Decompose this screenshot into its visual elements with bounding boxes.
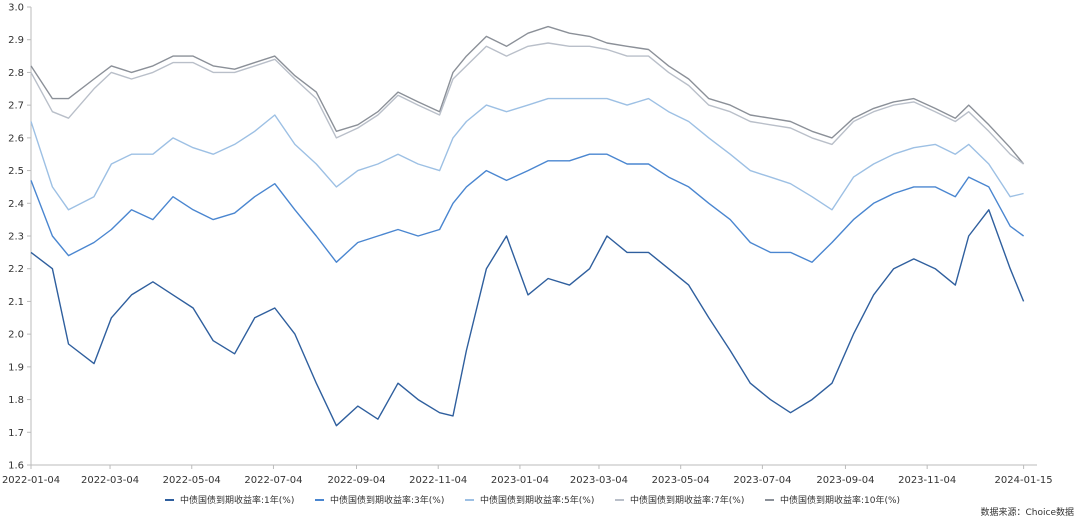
y-tick-label: 2.5 [8, 166, 24, 177]
legend-item[interactable]: 中债国债到期收益率:10年(%) [765, 493, 915, 506]
legend-item[interactable]: 中债国债到期收益率:7年(%) [615, 493, 765, 506]
y-tick-label: 2.1 [8, 297, 24, 308]
y-tick-label: 2.9 [8, 35, 24, 46]
legend-item[interactable]: 中债国债到期收益率:1年(%) [165, 493, 315, 506]
series-lines [30, 25, 1025, 427]
x-tick-label: 2024-01-15 [995, 475, 1053, 486]
x-tick-label: 2023-03-04 [570, 475, 628, 486]
legend-label: 中债国债到期收益率:7年(%) [630, 496, 745, 506]
series-line [30, 209, 1025, 427]
x-tick-label: 2022-03-04 [81, 475, 139, 486]
x-tick-label: 2023-11-04 [898, 475, 956, 486]
series-line [30, 97, 1024, 211]
legend-swatch [165, 498, 174, 501]
y-tick-label: 3.0 [8, 3, 24, 14]
legend-swatch [765, 498, 774, 501]
y-tick-label: 1.7 [8, 428, 24, 439]
y-tick-label: 2.8 [8, 68, 24, 79]
legend-item[interactable]: 中债国债到期收益率:3年(%) [315, 493, 465, 506]
x-tick-label: 2023-07-04 [733, 475, 791, 486]
legend-swatch [615, 498, 624, 501]
y-tick-label: 1.6 [8, 461, 24, 472]
y-tick-label: 2.2 [8, 264, 24, 275]
y-tick-label: 2.6 [8, 133, 24, 144]
legend-label: 中债国债到期收益率:10年(%) [780, 496, 901, 506]
series-line [30, 153, 1025, 263]
legend-item[interactable]: 中债国债到期收益率:5年(%) [465, 493, 615, 506]
x-tick-label: 2022-09-04 [327, 475, 385, 486]
legend-swatch [465, 498, 474, 501]
line-chart: 3.0 2.9 2.8 2.7 2.6 2.5 2.4 2.3 2.2 2.1 2.0 1.9 1.8 1… [2, 3, 1053, 487]
axes: 3.0 2.9 2.8 2.7 2.6 2.5 2.4 2.3 2.2 2.1 2.0 1.9 1.8 1… [2, 3, 1053, 487]
series-line [30, 25, 1025, 165]
y-tick-label: 2.4 [8, 199, 24, 210]
y-tick-label: 1.8 [8, 395, 24, 406]
x-tick-label: 2022-01-04 [2, 475, 60, 486]
legend-label: 中债国债到期收益率:5年(%) [480, 496, 595, 506]
x-tick-label: 2022-07-04 [244, 475, 302, 486]
legend-swatch [315, 498, 324, 501]
x-tick-label: 2023-05-04 [652, 475, 710, 486]
series-line [30, 42, 1025, 165]
x-tick-label: 2022-11-04 [409, 475, 467, 486]
y-tick-label: 2.7 [8, 101, 24, 112]
y-tick-label: 2.0 [8, 330, 24, 341]
x-tick-label: 2022-05-04 [163, 475, 221, 486]
legend-label: 中债国债到期收益率:1年(%) [180, 496, 295, 506]
y-tick-label: 1.9 [8, 362, 24, 373]
y-tick-label: 2.3 [8, 232, 24, 243]
x-tick-label: 2023-01-04 [491, 475, 549, 486]
legend: 中债国债到期收益率:1年(%) 中债国债到期收益率:3年(%) 中债国债到期收益率:… [165, 493, 915, 506]
legend-label: 中债国债到期收益率:3年(%) [330, 496, 445, 506]
source-note: 数据来源：Choice数据 [980, 508, 1074, 518]
x-tick-label: 2023-09-04 [816, 475, 874, 486]
